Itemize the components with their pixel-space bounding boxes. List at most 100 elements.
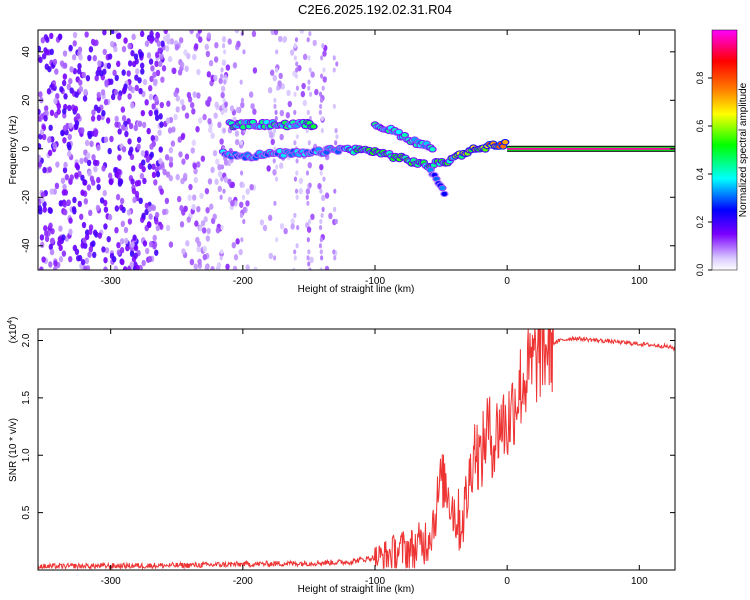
noise-cell — [148, 93, 154, 101]
noise-cell — [212, 150, 218, 157]
noise-cell — [66, 83, 71, 91]
noise-cell — [197, 30, 202, 34]
noise-cell — [127, 84, 133, 92]
noise-cell — [140, 109, 146, 117]
streak-cell — [308, 267, 312, 270]
noise-cell — [181, 158, 186, 165]
noise-cell — [192, 194, 197, 201]
noise-cell — [127, 218, 133, 225]
noise-cell — [91, 154, 96, 161]
noise-cell — [107, 53, 113, 60]
noise-cell — [42, 206, 47, 213]
noise-cell — [207, 178, 213, 185]
noise-cell — [107, 214, 113, 221]
noise-cell — [69, 87, 74, 94]
noise-cell — [89, 140, 94, 148]
noise-cell — [268, 132, 274, 139]
noise-cell — [157, 129, 162, 136]
noise-cell — [61, 250, 67, 257]
streak-cell — [321, 206, 325, 212]
noise-cell — [223, 176, 229, 183]
noise-cell — [225, 64, 231, 71]
noise-cell — [38, 143, 42, 150]
noise-cell — [317, 182, 322, 190]
noise-cell — [125, 244, 130, 252]
noise-cell — [201, 227, 207, 234]
noise-cell — [172, 67, 177, 75]
streak-cell — [321, 43, 325, 49]
streak-cell — [319, 188, 323, 194]
noise-cell — [252, 67, 258, 74]
noise-cell — [75, 113, 81, 120]
noise-cell — [216, 261, 222, 269]
noise-cell — [41, 53, 47, 60]
noise-cell — [109, 135, 114, 143]
noise-cell — [217, 121, 222, 129]
streak-cell — [221, 103, 225, 109]
snr-panel: -300 -200 -100 0 100 0.5 1.0 1.5 2.0 Height of … — [7, 317, 676, 595]
noise-cell — [184, 153, 190, 160]
noise-cell — [145, 247, 150, 255]
x-tick-label: 100 — [631, 276, 648, 287]
noise-cell — [142, 78, 148, 86]
streak-cell — [318, 224, 323, 231]
noise-cell — [60, 129, 65, 137]
noise-cell — [79, 157, 84, 165]
noise-cell — [88, 46, 94, 53]
noise-cell — [90, 38, 96, 46]
noise-cell — [111, 256, 117, 263]
noise-cell — [104, 79, 109, 86]
noise-cell — [95, 204, 101, 212]
noise-cell — [321, 194, 326, 202]
noise-cell — [91, 240, 96, 247]
noise-cell — [183, 172, 188, 180]
noise-cell — [133, 252, 138, 259]
streak-cell — [274, 176, 279, 182]
streak-cell — [322, 176, 326, 182]
noise-cell — [49, 32, 54, 40]
noise-cell — [123, 37, 128, 44]
noise-cell — [96, 183, 101, 191]
noise-cell — [141, 212, 146, 220]
noise-cell — [324, 265, 330, 270]
noise-cell — [132, 196, 137, 204]
trace-cell — [439, 185, 446, 191]
streak-cell — [295, 158, 299, 164]
noise-cell — [174, 44, 180, 51]
colorbar-tick-label: 0.2 — [695, 216, 705, 229]
x-tick-label: 0 — [504, 576, 510, 587]
streak-cell — [319, 237, 323, 243]
noise-cell — [99, 197, 105, 204]
noise-cell — [38, 108, 41, 116]
spectrogram-image — [38, 30, 675, 270]
noise-cell — [166, 38, 171, 45]
noise-cell — [101, 165, 106, 172]
streak-cell — [308, 67, 312, 73]
noise-cell — [47, 136, 52, 144]
noise-cell — [43, 115, 48, 122]
noise-cell — [161, 208, 167, 216]
noise-cell — [38, 115, 42, 122]
noise-cell — [169, 38, 175, 45]
noise-cell — [184, 112, 190, 119]
noise-cell — [306, 226, 312, 233]
streak-cell — [293, 91, 297, 97]
noise-cell — [193, 176, 198, 184]
noise-cell — [85, 152, 91, 159]
noise-cell — [192, 91, 197, 98]
noise-cell — [147, 255, 153, 263]
noise-cell — [151, 163, 156, 170]
noise-cell — [131, 33, 136, 41]
noise-cell — [109, 78, 114, 85]
streak-cell — [332, 103, 336, 109]
noise-cell — [220, 85, 226, 93]
streak-cell — [239, 140, 244, 146]
noise-cell — [250, 103, 255, 110]
streak-cell — [318, 103, 323, 109]
noise-cell — [206, 71, 212, 78]
noise-cell — [134, 74, 139, 81]
noise-cell — [285, 112, 291, 119]
streak-cell — [242, 49, 246, 55]
trace-cell — [429, 147, 436, 152]
streak-cell — [295, 134, 300, 140]
